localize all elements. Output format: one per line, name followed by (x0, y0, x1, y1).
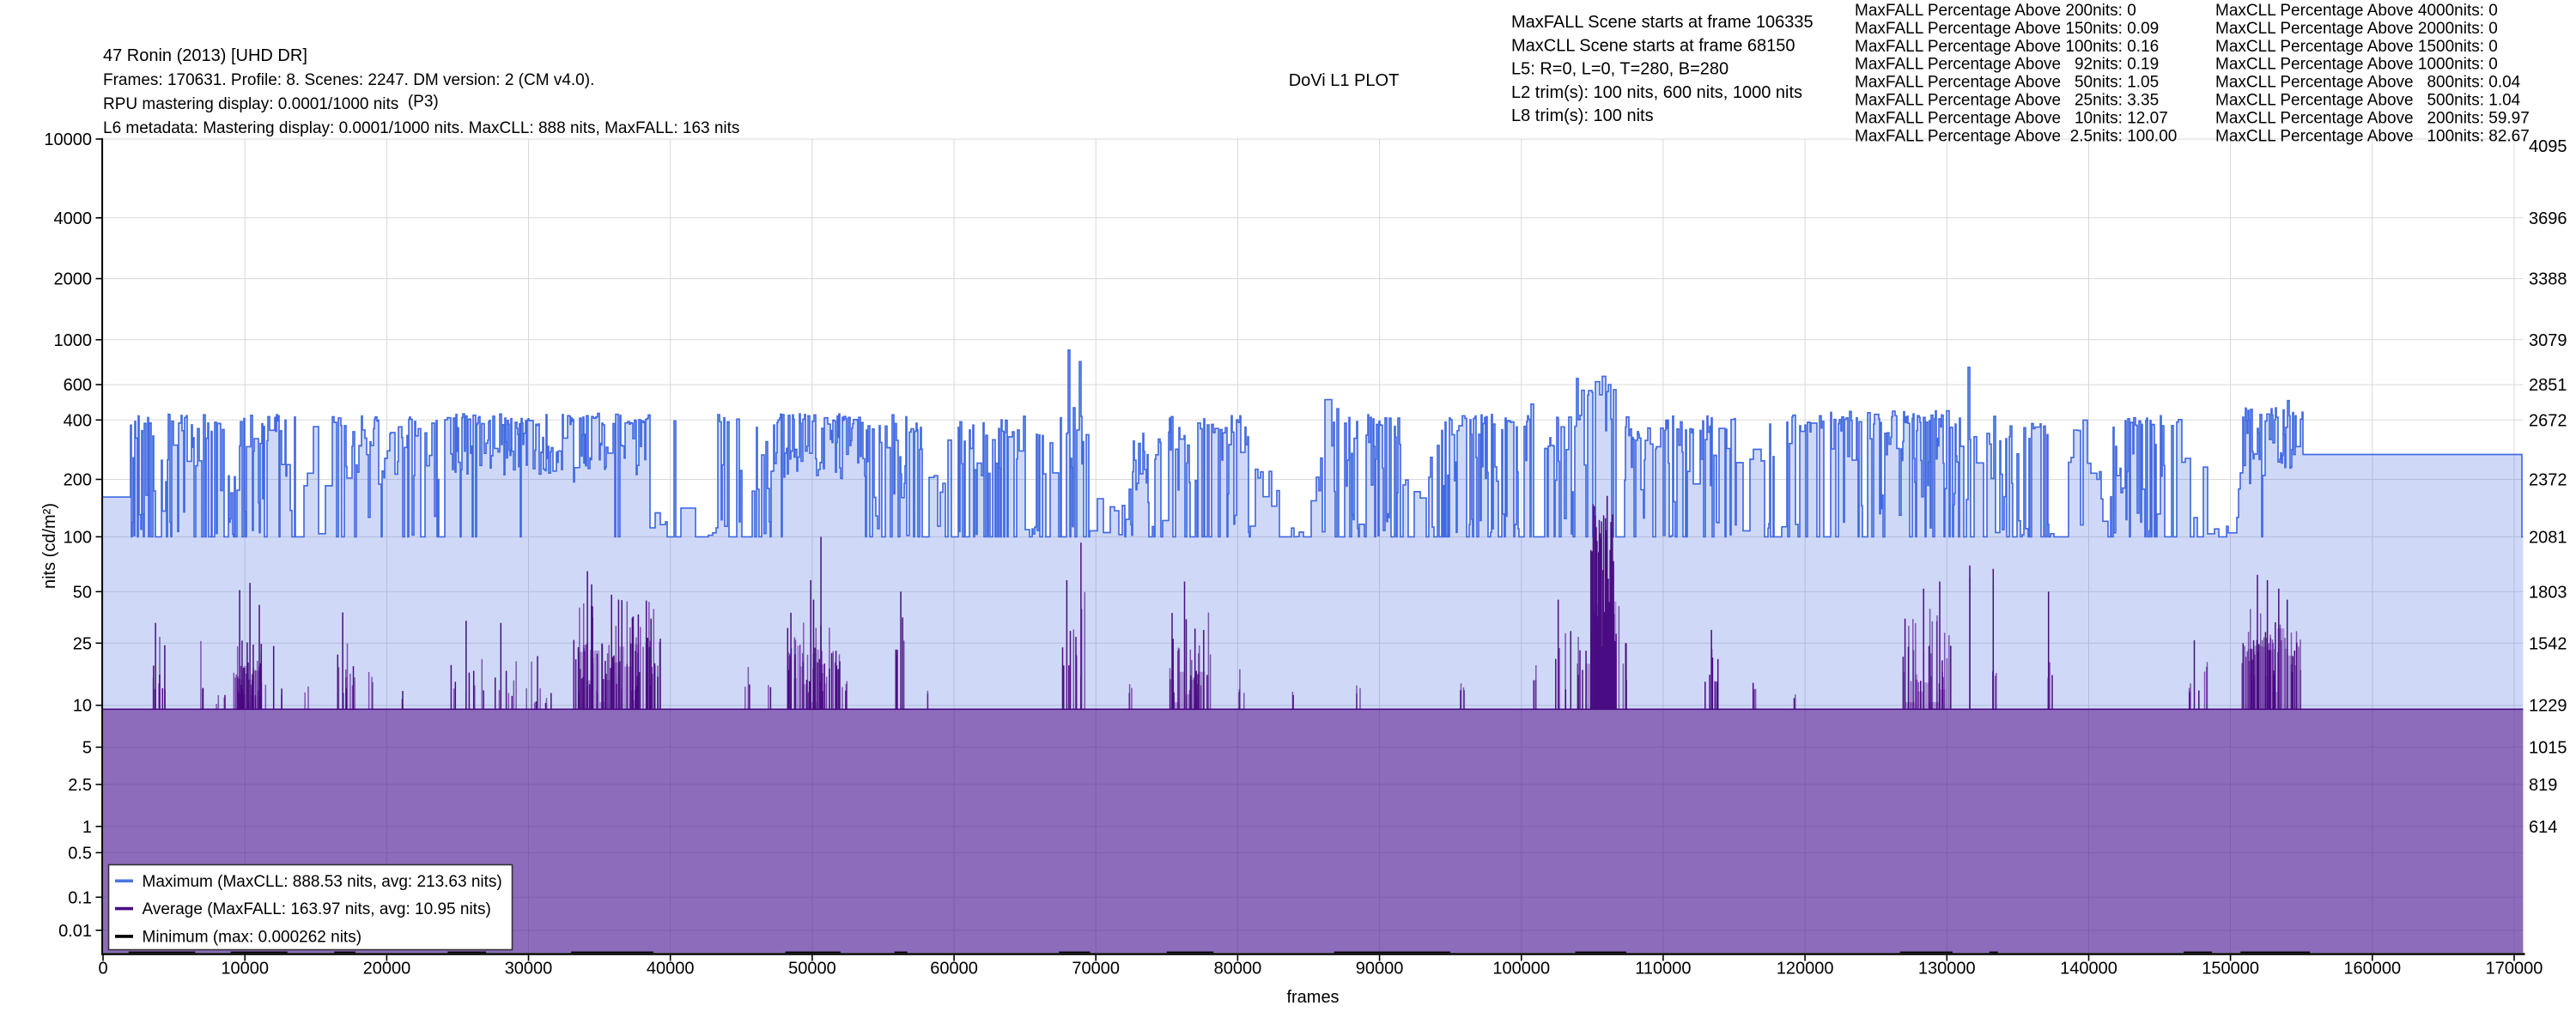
svg-text:L5: R=0, L=0, T=280, B=280: L5: R=0, L=0, T=280, B=280 (1511, 60, 1728, 79)
svg-text:L6 metadata: Mastering display: L6 metadata: Mastering display: 0.0001/1… (103, 119, 739, 137)
svg-text:2.5: 2.5 (68, 776, 92, 795)
svg-text:100000: 100000 (1492, 960, 1550, 978)
svg-text:1000: 1000 (54, 331, 93, 350)
svg-text:MaxFALL Scene starts at frame: MaxFALL Scene starts at frame 106335 (1511, 13, 1814, 32)
svg-text:10000: 10000 (44, 130, 92, 149)
svg-text:5: 5 (82, 739, 92, 758)
svg-text:100: 100 (64, 528, 92, 547)
svg-text:3079: 3079 (2529, 331, 2567, 350)
svg-text:Maximum (MaxCLL: 888.53 nits,: Maximum (MaxCLL: 888.53 nits, avg: 213.6… (143, 873, 502, 891)
svg-text:MaxCLL Percentage Above 200n: MaxCLL Percentage Above 200nits: 59.97 (2215, 109, 2530, 127)
svg-text:130000: 130000 (1918, 960, 1976, 978)
svg-text:0: 0 (98, 960, 107, 978)
svg-text:Minimum (max: 0.000262 nits): Minimum (max: 0.000262 nits) (143, 928, 362, 946)
svg-text:10: 10 (73, 697, 92, 716)
svg-text:L8 trim(s): 100 nits: L8 trim(s): 100 nits (1511, 106, 1654, 125)
svg-text:160000: 160000 (2343, 960, 2401, 978)
svg-text:2372: 2372 (2529, 471, 2567, 490)
svg-text:MaxCLL Percentage Above 1500ni: MaxCLL Percentage Above 1500nits: 0 (2215, 38, 2498, 56)
svg-text:30000: 30000 (505, 960, 553, 978)
svg-text:MaxFALL Percentage Above 200ni: MaxFALL Percentage Above 200nits: 0 (1855, 2, 2136, 20)
svg-text:0.5: 0.5 (68, 844, 92, 863)
svg-text:1229: 1229 (2529, 697, 2567, 716)
svg-text:50000: 50000 (788, 960, 836, 978)
svg-text:3696: 3696 (2529, 209, 2567, 228)
svg-text:1015: 1015 (2529, 739, 2567, 758)
svg-text:MaxFALL Percentage Above 50n: MaxFALL Percentage Above 50nits: 1.05 (1855, 74, 2159, 92)
svg-text:MaxCLL Percentage Above 4000ni: MaxCLL Percentage Above 4000nits: 0 (2215, 2, 2498, 20)
svg-text:3388: 3388 (2529, 270, 2567, 289)
svg-text:2000: 2000 (54, 270, 93, 289)
svg-text:80000: 80000 (1214, 960, 1262, 978)
svg-text:MaxCLL Percentage Above 500n: MaxCLL Percentage Above 500nits: 1.04 (2215, 92, 2521, 110)
svg-text:110000: 110000 (1635, 960, 1691, 978)
svg-text:50: 50 (73, 583, 92, 602)
svg-text:MaxFALL Percentage Above 100ni: MaxFALL Percentage Above 100nits: 0.16 (1855, 38, 2159, 56)
svg-text:60000: 60000 (930, 960, 978, 978)
svg-text:2851: 2851 (2529, 376, 2567, 395)
svg-text:90000: 90000 (1356, 960, 1404, 978)
svg-text:120000: 120000 (1777, 960, 1834, 978)
svg-text:DoVi L1 PLOT: DoVi L1 PLOT (1289, 71, 1400, 90)
svg-text:40000: 40000 (647, 960, 695, 978)
svg-text:MaxCLL Percentage Above 1000ni: MaxCLL Percentage Above 1000nits: 0 (2215, 56, 2498, 74)
svg-text:MaxCLL Scene starts at frame 6: MaxCLL Scene starts at frame 68150 (1511, 36, 1795, 55)
svg-text:4095: 4095 (2529, 137, 2567, 156)
svg-text:819: 819 (2529, 776, 2557, 795)
svg-text:70000: 70000 (1072, 960, 1120, 978)
svg-text:MaxFALL Percentage Above 92n: MaxFALL Percentage Above 92nits: 0.19 (1855, 56, 2159, 74)
svg-text:10000: 10000 (221, 960, 269, 978)
svg-text:1803: 1803 (2529, 583, 2567, 602)
svg-text:MaxFALL Percentage Above 10n: MaxFALL Percentage Above 10nits: 12.07 (1855, 109, 2168, 127)
svg-text:400: 400 (64, 411, 92, 430)
svg-text:614: 614 (2529, 818, 2557, 837)
svg-text:L2 trim(s): 100 nits, 600 nits: L2 trim(s): 100 nits, 600 nits, 1000 nit… (1511, 83, 1802, 102)
svg-text:RPU mastering display: 0.0001/: RPU mastering display: 0.0001/1000 nits … (103, 93, 439, 113)
svg-text:MaxCLL Percentage Above 100n: MaxCLL Percentage Above 100nits: 82.67 (2215, 127, 2530, 145)
svg-text:2672: 2672 (2529, 411, 2567, 430)
svg-text:4000: 4000 (54, 209, 93, 228)
svg-text:MaxFALL Percentage Above 2.5n: MaxFALL Percentage Above 2.5nits: 100.00 (1855, 127, 2177, 145)
svg-text:200: 200 (64, 471, 92, 490)
svg-text:MaxFALL Percentage Above 150ni: MaxFALL Percentage Above 150nits: 0.09 (1855, 20, 2159, 38)
svg-text:1: 1 (82, 818, 92, 837)
svg-text:frames: frames (1286, 988, 1339, 1007)
svg-text:0.1: 0.1 (68, 888, 92, 907)
svg-text:47 Ronin (2013) [UHD DR]: 47 Ronin (2013) [UHD DR] (103, 46, 307, 65)
svg-text:MaxFALL Percentage Above 25n: MaxFALL Percentage Above 25nits: 3.35 (1855, 92, 2159, 110)
svg-text:2081: 2081 (2529, 528, 2567, 547)
svg-text:20000: 20000 (363, 960, 411, 978)
svg-text:25: 25 (73, 634, 92, 653)
svg-text:600: 600 (64, 376, 92, 395)
svg-text:MaxCLL Percentage Above 800n: MaxCLL Percentage Above 800nits: 0.04 (2215, 74, 2521, 92)
svg-text:1542: 1542 (2529, 634, 2567, 653)
svg-text:140000: 140000 (2060, 960, 2117, 978)
svg-text:Average (MaxFALL: 163.97 nits,: Average (MaxFALL: 163.97 nits, avg: 10.9… (143, 900, 491, 918)
svg-text:MaxCLL Percentage Above 2000ni: MaxCLL Percentage Above 2000nits: 0 (2215, 20, 2498, 38)
svg-text:nits (cd/m²): nits (cd/m²) (40, 503, 59, 589)
svg-text:150000: 150000 (2202, 960, 2259, 978)
svg-text:170000: 170000 (2486, 960, 2543, 978)
svg-text:0.01: 0.01 (58, 922, 92, 941)
svg-text:Frames: 170631. Profile: 8. Sc: Frames: 170631. Profile: 8. Scenes: 2247… (103, 71, 594, 89)
